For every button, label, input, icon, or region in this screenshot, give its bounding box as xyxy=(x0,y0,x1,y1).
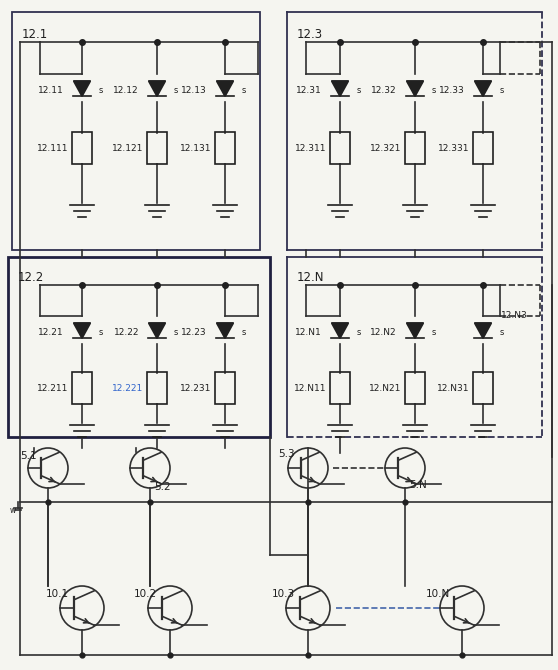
Text: s: s xyxy=(500,328,504,336)
Text: 12.23: 12.23 xyxy=(181,328,207,336)
Text: 12.1: 12.1 xyxy=(22,28,48,41)
Text: s: s xyxy=(99,86,103,94)
Text: 12.111: 12.111 xyxy=(36,143,68,153)
Text: 5.2: 5.2 xyxy=(154,482,171,492)
Polygon shape xyxy=(475,323,491,338)
Bar xyxy=(405,132,425,164)
Text: 12.3: 12.3 xyxy=(297,28,323,41)
Text: w: w xyxy=(10,506,16,515)
Polygon shape xyxy=(407,81,424,96)
Text: 12.2: 12.2 xyxy=(18,271,44,284)
Polygon shape xyxy=(332,81,348,96)
Text: 12.33: 12.33 xyxy=(439,86,465,94)
Text: 5.N: 5.N xyxy=(409,480,427,490)
Polygon shape xyxy=(475,81,491,96)
Bar xyxy=(72,372,92,404)
Text: 12.21: 12.21 xyxy=(39,328,64,336)
Text: 10.2: 10.2 xyxy=(134,589,157,599)
Text: 12.22: 12.22 xyxy=(113,328,139,336)
Text: 10.3: 10.3 xyxy=(272,589,295,599)
Text: 12.12: 12.12 xyxy=(113,86,139,94)
Polygon shape xyxy=(149,323,165,338)
Text: 12.13: 12.13 xyxy=(181,86,207,94)
Polygon shape xyxy=(332,323,348,338)
Bar xyxy=(473,132,493,164)
Bar xyxy=(473,372,493,404)
Text: 12.311: 12.311 xyxy=(295,143,326,153)
Text: 12.N1: 12.N1 xyxy=(295,328,322,336)
Text: 10.N: 10.N xyxy=(426,589,450,599)
Text: s: s xyxy=(99,328,103,336)
Text: s: s xyxy=(174,86,179,94)
Text: s: s xyxy=(357,328,362,336)
Bar xyxy=(8,257,270,437)
Bar xyxy=(72,132,92,164)
Text: 12.221: 12.221 xyxy=(112,383,143,393)
Text: 12.N: 12.N xyxy=(297,271,325,284)
Bar xyxy=(215,372,235,404)
Text: 12.321: 12.321 xyxy=(369,143,401,153)
Polygon shape xyxy=(149,81,165,96)
Text: 12.N11: 12.N11 xyxy=(294,383,326,393)
Text: s: s xyxy=(242,328,247,336)
Text: s: s xyxy=(500,86,504,94)
Polygon shape xyxy=(74,81,90,96)
Bar xyxy=(330,372,350,404)
Text: 12.211: 12.211 xyxy=(37,383,68,393)
Text: s: s xyxy=(432,86,436,94)
Bar xyxy=(12,12,260,250)
Text: 12.31: 12.31 xyxy=(296,86,322,94)
Text: 12.N3: 12.N3 xyxy=(501,310,528,320)
Text: s: s xyxy=(174,328,179,336)
Text: 10.1: 10.1 xyxy=(46,589,69,599)
Text: 5.1: 5.1 xyxy=(20,451,37,461)
Bar xyxy=(147,372,167,404)
Bar xyxy=(147,132,167,164)
Text: s: s xyxy=(432,328,436,336)
Text: 12.32: 12.32 xyxy=(372,86,397,94)
Text: 12.331: 12.331 xyxy=(437,143,469,153)
Text: s: s xyxy=(242,86,247,94)
Bar xyxy=(405,372,425,404)
Text: 12.11: 12.11 xyxy=(39,86,64,94)
Text: 12.131: 12.131 xyxy=(180,143,211,153)
Text: 12.N21: 12.N21 xyxy=(369,383,401,393)
Text: 5.3: 5.3 xyxy=(278,449,295,459)
Polygon shape xyxy=(217,81,233,96)
Polygon shape xyxy=(217,323,233,338)
Text: 12.121: 12.121 xyxy=(112,143,143,153)
Text: 12.N2: 12.N2 xyxy=(371,328,397,336)
Polygon shape xyxy=(74,323,90,338)
Polygon shape xyxy=(407,323,424,338)
Bar xyxy=(330,132,350,164)
Text: 12.N31: 12.N31 xyxy=(436,383,469,393)
Text: 12.231: 12.231 xyxy=(180,383,211,393)
Text: s: s xyxy=(357,86,362,94)
Bar xyxy=(215,132,235,164)
